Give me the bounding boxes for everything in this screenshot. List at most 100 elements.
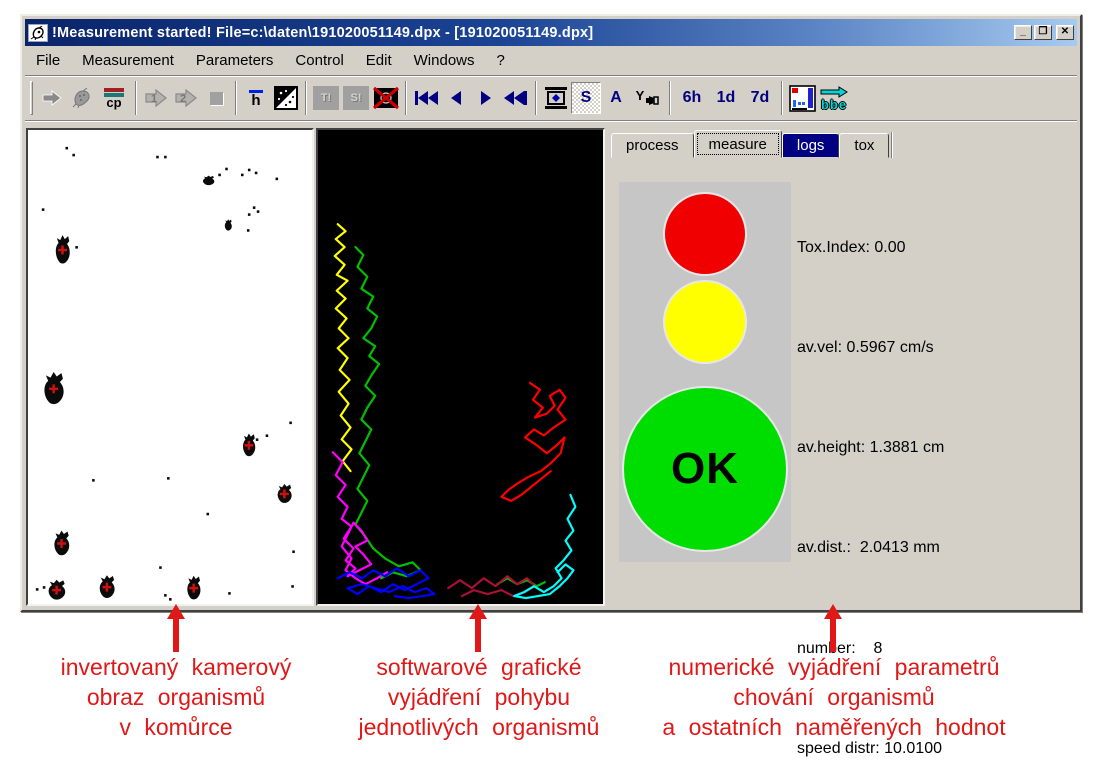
stop-button[interactable] xyxy=(201,82,231,114)
menu-control[interactable]: Control xyxy=(295,51,344,69)
scale-single-button[interactable]: S xyxy=(571,82,601,114)
bbe-logo-button[interactable]: bbe xyxy=(817,82,851,114)
range-1d-label: 1d xyxy=(716,89,736,106)
traffic-green-lamp: OK xyxy=(624,388,786,550)
toolbar-separator xyxy=(781,81,783,115)
center-diamond-icon xyxy=(545,87,567,109)
h-label: h xyxy=(251,91,261,109)
nav-last-icon xyxy=(504,91,527,105)
menu-help[interactable]: ? xyxy=(496,51,505,69)
nav-next-button[interactable] xyxy=(471,82,501,114)
nav-first-button[interactable] xyxy=(411,82,441,114)
svg-text:2: 2 xyxy=(180,93,186,105)
range-6h-label: 6h xyxy=(682,89,702,106)
traffic-light: OK xyxy=(619,182,791,562)
toolbar-separator xyxy=(305,81,307,115)
range-7d-button[interactable]: 7d xyxy=(743,82,777,114)
trace-svg xyxy=(331,223,577,600)
traffic-yellow-lamp xyxy=(665,282,745,362)
menu-edit[interactable]: Edit xyxy=(365,51,392,69)
arrow-2-icon: 2 xyxy=(175,88,197,108)
caption-line: a ostatních naměřených hodnot xyxy=(662,714,1006,740)
bbe-arrow-icon xyxy=(820,86,848,98)
sample-alarm-button[interactable]: S! xyxy=(341,82,371,114)
contrast-button[interactable] xyxy=(271,82,301,114)
cp-bars-icon xyxy=(104,87,124,97)
range-1d-button[interactable]: 1d xyxy=(709,82,743,114)
value-av-height: av.height: 1.3881 cm xyxy=(797,439,945,457)
toolbar-separator xyxy=(235,81,237,115)
value-number: number: 8 xyxy=(797,639,883,657)
traffic-red-lamp xyxy=(665,194,745,274)
range-6h-button[interactable]: 6h xyxy=(675,82,709,114)
value-tox-index: Tox.Index: 0.00 xyxy=(797,238,906,256)
tab-strip-end xyxy=(891,132,894,158)
maximize-button[interactable]: ❐ xyxy=(1034,25,1052,40)
toolbar-grip xyxy=(30,81,33,115)
svg-text:1: 1 xyxy=(151,93,157,105)
app-daphnia-icon xyxy=(28,23,48,42)
center-view-button[interactable] xyxy=(541,82,571,114)
play-arrow-icon xyxy=(42,90,62,106)
toolbar-separator xyxy=(535,81,537,115)
tab-tox[interactable]: tox xyxy=(839,133,890,158)
caption-line: softwarové grafické xyxy=(376,654,582,680)
caption-line: obraz organismů xyxy=(86,684,266,710)
daphnia-icon xyxy=(72,88,90,108)
chart-window-button[interactable] xyxy=(787,82,817,114)
t-alarm-label: T! xyxy=(313,86,339,110)
trace-panel xyxy=(316,128,605,606)
step1-button[interactable]: 1 xyxy=(141,82,171,114)
annotation-arrow-values xyxy=(824,604,842,652)
caption-line: chování organismů xyxy=(733,684,935,710)
menu-file[interactable]: File xyxy=(36,51,61,69)
traffic-ok-label: OK xyxy=(671,444,739,493)
menu-measurement[interactable]: Measurement xyxy=(82,51,174,69)
nav-next-icon xyxy=(481,91,491,105)
window-title: !Measurement started! File=c:\daten\1910… xyxy=(52,24,594,41)
measure-panel: process measure logs tox OK Tox.Index: 0… xyxy=(609,128,1076,757)
y-axis-label: Y xyxy=(635,87,645,103)
minimize-button[interactable]: _ xyxy=(1014,25,1032,40)
temp-alarm-button[interactable]: T! xyxy=(311,82,341,114)
nav-prev-icon xyxy=(451,91,461,105)
caption-line: invertovaný kamerový xyxy=(60,654,292,680)
menu-bar: File Measurement Parameters Control Edit… xyxy=(25,47,1077,73)
tab-logs[interactable]: logs xyxy=(781,133,840,158)
menu-windows[interactable]: Windows xyxy=(413,51,475,69)
organism-view-button[interactable] xyxy=(67,82,97,114)
toolbar-separator xyxy=(135,81,137,115)
avg-height-button[interactable]: h xyxy=(241,82,271,114)
step2-button[interactable]: 2 xyxy=(171,82,201,114)
value-av-vel: av.vel: 0.5967 cm/s xyxy=(797,339,934,357)
tab-process[interactable]: process xyxy=(611,133,694,158)
caption-line: vyjádření pohybu xyxy=(387,684,571,710)
y-axis-button[interactable]: Y xyxy=(631,82,665,114)
caption-trace: softwarové grafické vyjádření pohybu jed… xyxy=(318,652,640,742)
scale-auto-button[interactable]: A xyxy=(601,82,631,114)
caption-line: v komůrce xyxy=(119,714,233,740)
menu-parameters[interactable]: Parameters xyxy=(195,51,274,69)
mini-chart-icon xyxy=(788,84,816,112)
cp-label: cp xyxy=(106,94,122,110)
nav-last-button[interactable] xyxy=(501,82,531,114)
tab-strip: process measure logs tox xyxy=(611,130,894,158)
tab-measure[interactable]: measure xyxy=(693,130,782,158)
bbe-label: bbe xyxy=(820,97,848,112)
cp-button[interactable]: cp xyxy=(97,82,131,114)
close-button[interactable]: ✕ xyxy=(1056,25,1074,40)
h-overline-icon xyxy=(249,89,263,93)
nav-prev-button[interactable] xyxy=(441,82,471,114)
caption-camera: invertovaný kamerový obraz organismů v k… xyxy=(0,652,352,742)
pin-icon xyxy=(646,95,660,105)
scale-auto-label: A xyxy=(610,89,622,106)
start-measurement-button[interactable] xyxy=(37,82,67,114)
contrast-icon xyxy=(274,86,298,110)
nav-first-icon xyxy=(415,91,438,105)
toolbar-separator xyxy=(405,81,407,115)
scale-single-label: S xyxy=(580,89,592,106)
video-off-button[interactable] xyxy=(371,82,401,114)
camera-panel xyxy=(26,128,314,606)
stop-square-icon xyxy=(209,91,223,105)
